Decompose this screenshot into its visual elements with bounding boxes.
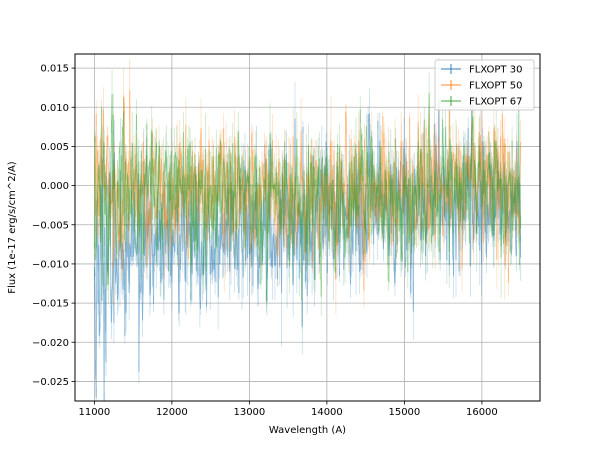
legend-item: FLXOPT 50 bbox=[441, 80, 522, 92]
y-tick-label: −0.020 bbox=[32, 338, 69, 349]
y-tick-label: −0.015 bbox=[32, 299, 69, 310]
x-tick-label: 13000 bbox=[233, 407, 265, 418]
x-tick-label: 15000 bbox=[388, 407, 420, 418]
y-tick-label: 0.000 bbox=[40, 181, 69, 192]
plot-area bbox=[93, 57, 522, 401]
x-tick-label: 16000 bbox=[466, 407, 498, 418]
legend-item: FLXOPT 67 bbox=[441, 96, 522, 108]
y-axis-label: Flux (1e-17 erg/s/cm^2/A) bbox=[7, 161, 18, 293]
series-errorbars bbox=[93, 69, 522, 329]
y-tick-label: −0.005 bbox=[32, 220, 69, 231]
x-axis-label: Wavelength (A) bbox=[269, 425, 346, 436]
y-tick-label: 0.010 bbox=[40, 103, 69, 114]
y-axis-ticks: 0.015 0.010 0.005 0.000 −0.005 −0.010 −0.015 −0… bbox=[32, 64, 75, 388]
y-tick-label: 0.005 bbox=[40, 142, 69, 153]
legend-label: FLXOPT 50 bbox=[469, 81, 522, 92]
x-tick-label: 14000 bbox=[311, 407, 343, 418]
y-tick-label: −0.010 bbox=[32, 259, 69, 270]
legend: FLXOPT 30 FLXOPT 50 FLXOPT 67 bbox=[434, 59, 535, 111]
legend-box bbox=[434, 59, 535, 111]
axes-frame bbox=[74, 53, 541, 402]
series-flxopt-50 bbox=[93, 58, 522, 315]
y-tick-label: −0.025 bbox=[32, 377, 69, 388]
series-flxopt-30 bbox=[93, 57, 522, 401]
series-flxopt-67 bbox=[93, 69, 522, 329]
legend-item: FLXOPT 30 bbox=[441, 64, 522, 76]
grid-lines bbox=[75, 54, 540, 401]
x-tick-label: 12000 bbox=[156, 407, 188, 418]
series-line bbox=[93, 99, 522, 401]
series-errorbars bbox=[93, 57, 522, 401]
legend-label: FLXOPT 30 bbox=[469, 65, 522, 76]
series-line bbox=[93, 89, 522, 292]
series-line bbox=[93, 92, 522, 303]
x-axis-ticks: 11000 12000 13000 14000 15000 16000 bbox=[78, 401, 498, 418]
x-tick-label: 11000 bbox=[78, 407, 110, 418]
legend-label: FLXOPT 67 bbox=[469, 97, 522, 108]
y-tick-label: 0.015 bbox=[40, 64, 69, 75]
series-errorbars bbox=[93, 58, 522, 315]
